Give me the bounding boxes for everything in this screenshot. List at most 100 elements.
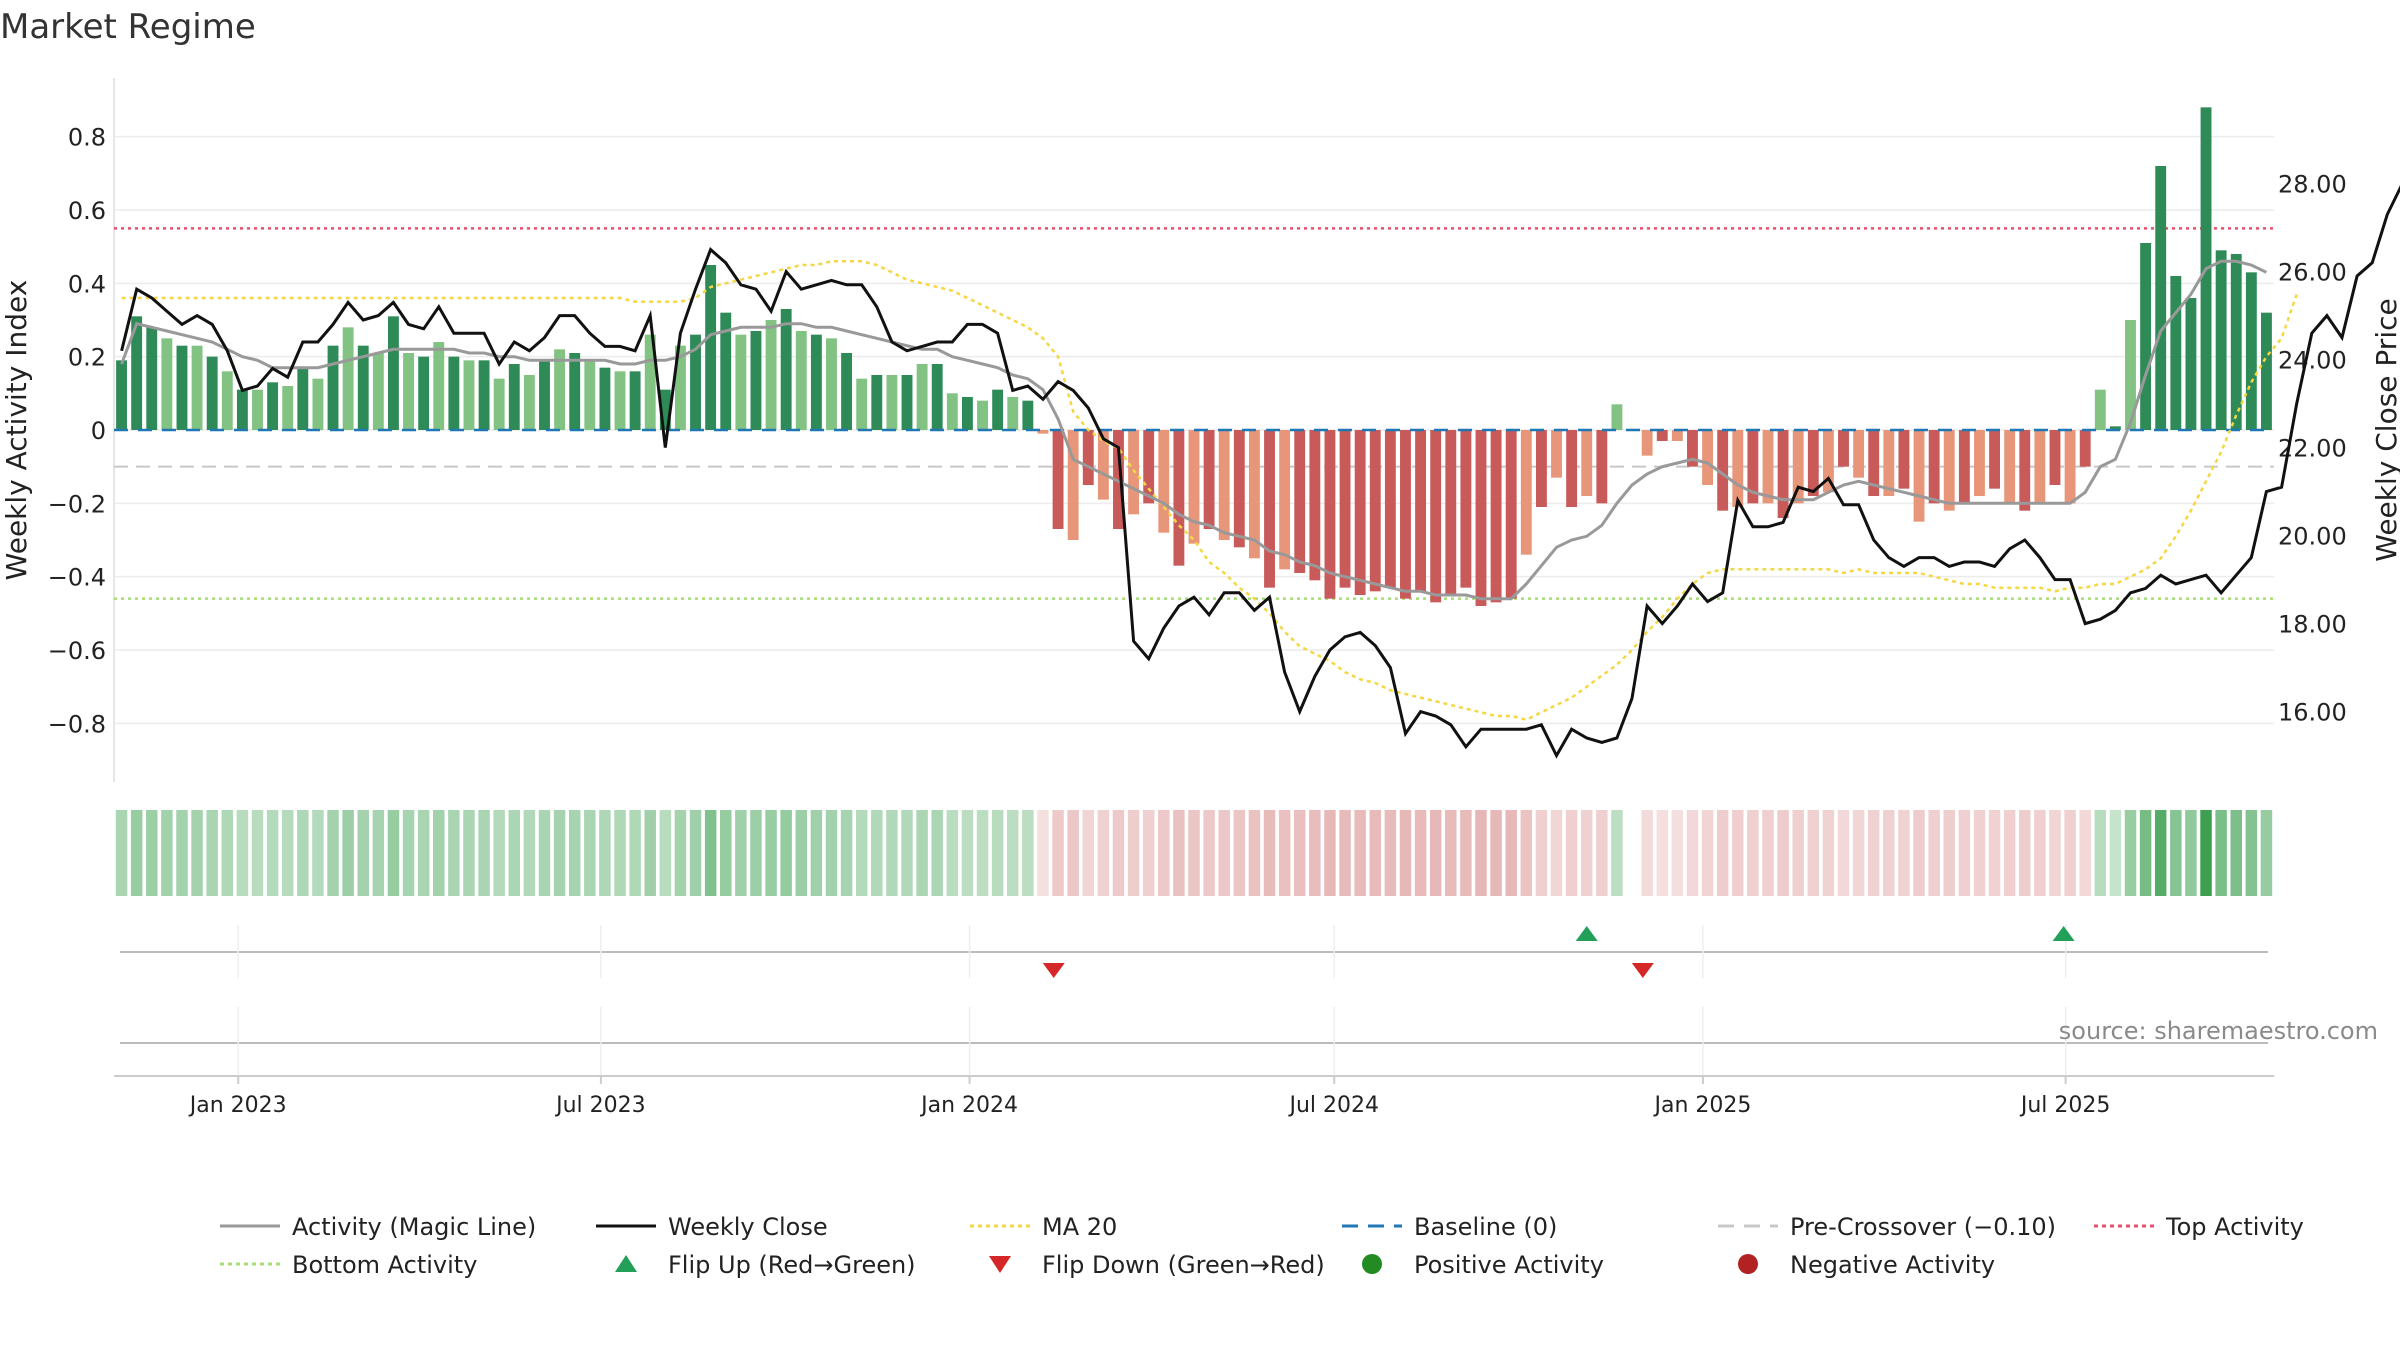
heat-cell [1611, 810, 1623, 896]
heat-cell [629, 810, 641, 896]
heat-cell [2109, 810, 2122, 896]
y-axis-label: Weekly Activity Index [0, 280, 33, 581]
heat-cell [1309, 810, 1321, 896]
activity-bar [584, 360, 596, 430]
heat-cell [1747, 810, 1759, 896]
main-panel: 0.8 0.6 0.4 0.2 0 −0.2 −0.4 −0.6 −0.8 28.00 26.00 2… [48, 78, 2400, 782]
legend-label: Flip Down (Green→Red) [1042, 1251, 1325, 1279]
activity-bar [282, 386, 294, 430]
heat-cell [1158, 810, 1170, 896]
heat-cell [372, 810, 385, 896]
activity-bar [1551, 430, 1562, 478]
y-tick-label: −0.4 [48, 564, 106, 592]
activity-bar [1581, 430, 1593, 496]
y-tick-label: 0.2 [68, 344, 106, 372]
heat-cell [1127, 810, 1140, 896]
activity-bar [1883, 430, 1895, 496]
heat-cell [1445, 810, 1457, 896]
legend-item: Baseline (0) [1342, 1213, 1557, 1241]
heat-cell [1354, 810, 1366, 896]
heat-cell [735, 810, 747, 896]
legend-item: Activity (Magic Line) [220, 1213, 536, 1241]
activity-bar [841, 353, 853, 430]
activity-bar [901, 375, 913, 430]
heat-cell [1732, 810, 1744, 896]
heat-cell [1641, 810, 1653, 896]
activity-bar [1702, 430, 1714, 485]
heat-cell [2124, 810, 2137, 896]
heat-cell [1807, 810, 1820, 896]
heat-cell [2230, 810, 2242, 896]
heat-cell [402, 810, 415, 896]
legend-item: Positive Activity [1362, 1251, 1604, 1279]
x-axis: Jan 2023 Jul 2023 Jan 2024 Jul 2024 Jan 2025… [114, 1075, 2274, 1118]
y-tick-label: −0.2 [48, 490, 106, 518]
activity-bar [342, 327, 354, 430]
heat-cell [810, 810, 823, 896]
heat-cell [871, 810, 883, 896]
activity-bar [1445, 430, 1457, 595]
heat-cell [2049, 810, 2061, 896]
heat-cell [312, 810, 324, 896]
legend-label: MA 20 [1042, 1213, 1117, 1241]
heat-cell [297, 810, 309, 896]
y-tick-label: 0.6 [68, 197, 106, 225]
heat-cell [2064, 810, 2076, 896]
activity-bar [720, 312, 732, 430]
activity-bar [1732, 430, 1744, 507]
activity-bar [1203, 430, 1215, 529]
activity-bar [946, 393, 958, 430]
y2-axis-label: Weekly Close Price [2370, 298, 2400, 561]
heat-cell [417, 810, 430, 896]
activity-bar [1400, 430, 1411, 599]
activity-bar [1052, 430, 1064, 529]
heat-cell [644, 810, 656, 896]
activity-bar [236, 389, 248, 430]
activity-bar [2064, 430, 2076, 504]
heat-cell [146, 810, 158, 896]
activity-bar [2004, 430, 2016, 504]
heat-cell [251, 810, 264, 896]
activity-bar [2140, 243, 2152, 430]
activity-bar [1264, 430, 1275, 588]
heat-cell [674, 810, 687, 896]
heat-cell [1263, 810, 1276, 896]
legend-dot-icon [1362, 1254, 1382, 1274]
x-tick-label: Jul 2023 [554, 1093, 646, 1118]
activity-bar [448, 356, 460, 430]
heat-cell [961, 810, 974, 896]
heat-cell [1686, 810, 1699, 896]
activity-bar [1354, 430, 1366, 595]
activity-bar [2049, 430, 2061, 485]
heat-cell [931, 810, 943, 896]
activity-bar [1913, 430, 1925, 522]
heat-cell [493, 810, 505, 896]
heat-cell [750, 810, 762, 896]
heat-cell [1112, 810, 1125, 896]
heat-cell [1596, 810, 1608, 896]
activity-bar [1037, 430, 1049, 434]
activity-bar [2261, 312, 2272, 430]
activity-bar [418, 356, 430, 430]
heat-cell [448, 810, 460, 896]
flip-up-marker [1575, 926, 1598, 941]
heat-cell [976, 810, 989, 896]
heat-cell [946, 810, 959, 896]
heat-cell [327, 810, 339, 896]
heat-cell [840, 810, 853, 896]
heat-cell [1716, 810, 1729, 896]
activity-bar [1505, 430, 1517, 599]
heat-cell [916, 810, 928, 896]
heat-cell [1701, 810, 1714, 896]
activity-bar [1822, 430, 1834, 493]
activity-bar [1097, 430, 1109, 500]
x-tick-label: Jul 2025 [2019, 1093, 2111, 1118]
legend-item: Pre-Crossover (−0.10) [1718, 1213, 2056, 1241]
heat-cell [1188, 810, 1200, 896]
heat-cell [1142, 810, 1155, 896]
activity-bar [1974, 430, 1985, 496]
activity-bar [1279, 430, 1291, 570]
heat-cell [1067, 810, 1079, 896]
heat-cell [115, 810, 128, 896]
y2-tick-label: 24.00 [2278, 347, 2347, 375]
